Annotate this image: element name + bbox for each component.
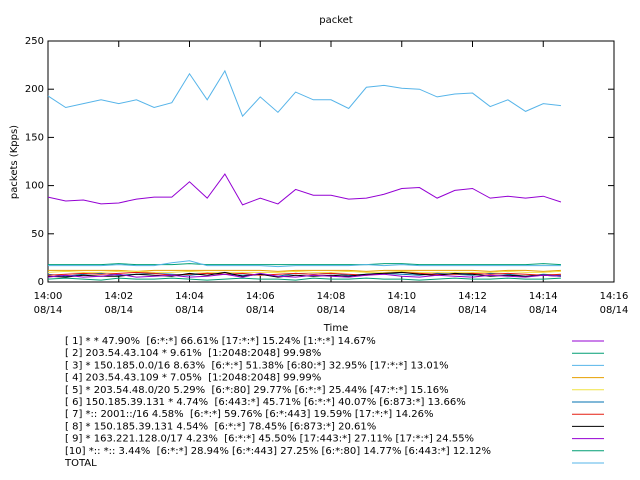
x-tick-label: 14:16: [600, 291, 629, 302]
plot-border: [47, 40, 615, 283]
series-line: [47, 271, 561, 276]
legend-label: TOTAL: [64, 458, 97, 469]
series-line: [48, 260, 561, 268]
x-tick-date: 08/14: [600, 305, 629, 316]
legend-label: [ 9] * 163.221.128.0/17 4.23% [6:*:*] 45…: [65, 434, 474, 445]
x-tick-label: 14:04: [175, 291, 204, 302]
x-tick-label: 14:06: [246, 291, 275, 302]
series-line: [47, 69, 561, 118]
x-tick-label: 14:14: [529, 291, 558, 302]
y-tick-label: 250: [25, 36, 44, 47]
legend-label: [ 4] 203.54.43.109 * 7.05% [1:2048:2048]…: [65, 373, 321, 384]
y-axis-label: packets (Kpps): [9, 125, 20, 199]
x-tick-date: 08/14: [529, 305, 558, 316]
x-tick-date: 08/14: [175, 305, 204, 316]
legend-label: [ 2] 203.54.43.104 * 9.61% [1:2048:2048]…: [65, 348, 321, 359]
series-line: [47, 270, 561, 273]
series-line: [47, 277, 561, 281]
x-tick-date: 08/14: [104, 305, 133, 316]
y-tick-label: 100: [25, 181, 44, 192]
x-tick-date: 08/14: [458, 305, 487, 316]
x-tick-date: 08/14: [317, 305, 346, 316]
x-tick-date: 08/14: [246, 305, 275, 316]
y-tick-label: 0: [38, 277, 44, 288]
legend-label: [ 3] * 150.185.0.0/16 8.63% [6:*:*] 51.3…: [65, 360, 449, 371]
x-tick-label: 14:08: [317, 291, 346, 302]
x-axis-label: Time: [323, 323, 348, 334]
series-line: [48, 263, 561, 266]
x-tick-label: 14:10: [387, 291, 416, 302]
x-tick-label: 14:00: [34, 291, 63, 302]
legend-label: [10] *:: *:: 3.44% [6:*:*] 28.94% [6:*:4…: [65, 446, 491, 457]
y-tick-label: 150: [25, 132, 44, 143]
legend-label: [ 1] * * 47.90% [6:*:*] 66.61% [17:*:*] …: [65, 336, 376, 347]
series-line: [47, 173, 562, 206]
legend-label: [ 6] 150.185.39.131 * 4.74% [6:443:*] 45…: [65, 397, 466, 408]
x-tick-date: 08/14: [387, 305, 416, 316]
legend-label: [ 8] * 150.185.39.131 4.54% [6:*:*] 78.4…: [65, 421, 376, 432]
legend-label: [ 7] *:: 2001::/16 4.58% [6:*:*] 59.76% …: [65, 409, 433, 420]
legend-label: [ 5] * 203.54.48.0/20 5.29% [6:*:80] 29.…: [65, 385, 449, 396]
y-tick-label: 50: [31, 229, 44, 240]
chart-title: packet: [319, 15, 353, 26]
y-tick-label: 200: [25, 84, 44, 95]
x-tick-label: 14:12: [458, 291, 487, 302]
series-line: [47, 272, 561, 278]
x-tick-date: 08/14: [34, 305, 63, 316]
x-tick-label: 14:02: [104, 291, 133, 302]
